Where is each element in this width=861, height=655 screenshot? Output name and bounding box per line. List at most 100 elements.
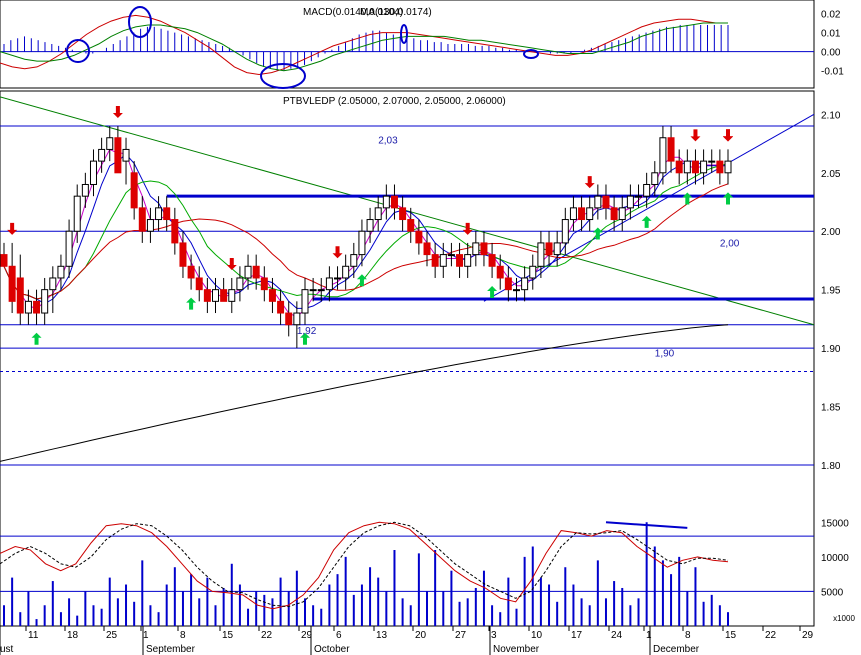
candle-body bbox=[73, 195, 81, 232]
candle-body bbox=[130, 172, 138, 209]
day-label: 13 bbox=[376, 630, 388, 641]
macd-series-line bbox=[0, 14, 728, 76]
stochastic-line bbox=[0, 521, 729, 608]
price-tick-label: 2.10 bbox=[821, 110, 841, 121]
candle-body bbox=[244, 265, 252, 279]
candle-body bbox=[464, 254, 472, 267]
candle-body bbox=[0, 254, 8, 267]
price-title: PTBVLEDP (2.05000, 2.07000, 2.05000, 2.0… bbox=[283, 96, 506, 107]
candle-body bbox=[325, 277, 333, 291]
candle-body bbox=[651, 172, 659, 185]
macd-title: MACD(0.0140,0.0104) bbox=[303, 7, 403, 18]
candle-body bbox=[81, 183, 89, 197]
candle-body bbox=[342, 265, 350, 279]
macd-layer: 0.02 0.01 0.00 -0.01 bbox=[0, 6, 844, 89]
candle-body bbox=[561, 219, 569, 244]
candle-body bbox=[155, 207, 163, 221]
day-label: 15 bbox=[725, 630, 737, 641]
candle-body bbox=[390, 195, 398, 209]
price-annotation: 1,92 bbox=[297, 326, 317, 337]
candle-body bbox=[317, 289, 325, 292]
day-label: 18 bbox=[67, 630, 79, 641]
day-label: 10 bbox=[531, 630, 543, 641]
candle-body bbox=[366, 219, 374, 232]
candle-body bbox=[635, 195, 643, 198]
candle-body bbox=[521, 277, 529, 291]
candle-body bbox=[374, 207, 382, 221]
month-label: October bbox=[314, 644, 350, 655]
volume-tick-label: 5000 bbox=[821, 587, 844, 598]
candle-body bbox=[171, 219, 179, 244]
price-annotation: 2,00 bbox=[720, 238, 740, 249]
downtrend-line bbox=[0, 96, 815, 326]
macd-title-overlay: MA(130,0.0174) bbox=[360, 7, 432, 18]
day-label: 22 bbox=[765, 630, 777, 641]
macd-tick-label: 0.02 bbox=[821, 10, 841, 21]
day-label: 17 bbox=[571, 630, 583, 641]
candle-body bbox=[114, 137, 122, 174]
month-label: December bbox=[653, 644, 700, 655]
candle-body bbox=[407, 219, 415, 232]
price-tick-label: 2.00 bbox=[821, 227, 841, 238]
month-label: November bbox=[493, 644, 540, 655]
buy-arrow bbox=[641, 215, 652, 228]
candle-body bbox=[358, 230, 366, 256]
candle-body bbox=[553, 242, 561, 256]
day-label: 29 bbox=[802, 630, 814, 641]
price-layer: 2.10 2.05 2.00 1.95 1.90 1.85 1.80 2,03 1,92 1,90… bbox=[0, 96, 841, 472]
buy-arrow bbox=[487, 285, 498, 298]
candle-body bbox=[504, 277, 512, 291]
candle-body bbox=[529, 265, 537, 279]
buy-arrow bbox=[682, 192, 693, 205]
candle-body bbox=[423, 242, 431, 256]
candle-body bbox=[545, 242, 553, 256]
candle-body bbox=[602, 195, 610, 209]
volume-tick-label: 10000 bbox=[821, 553, 849, 564]
candle-body bbox=[57, 265, 65, 279]
price-tick-label: 1.90 bbox=[821, 344, 841, 355]
candle-body bbox=[277, 300, 285, 314]
candle-body bbox=[89, 160, 97, 185]
sell-arrow bbox=[584, 176, 595, 189]
candle-body bbox=[309, 289, 317, 292]
candle-body bbox=[49, 277, 57, 291]
candle-body bbox=[667, 137, 675, 162]
candle-body bbox=[187, 265, 195, 279]
candle-body bbox=[138, 207, 146, 232]
day-label: 11 bbox=[28, 630, 39, 641]
month-label: September bbox=[146, 644, 196, 655]
candle-body bbox=[8, 265, 16, 302]
candle-body bbox=[618, 207, 626, 221]
stochastic-peak-line bbox=[605, 521, 688, 529]
volume-unit-label: x1000 bbox=[833, 614, 855, 623]
day-label: 29 bbox=[301, 630, 313, 641]
candle-body bbox=[683, 160, 691, 174]
candle-body bbox=[691, 160, 699, 174]
macd-series-line bbox=[0, 22, 728, 72]
candle-body bbox=[659, 137, 667, 174]
candle-body bbox=[488, 254, 496, 267]
day-label: 27 bbox=[455, 630, 467, 641]
buy-arrow bbox=[356, 274, 367, 287]
buy-arrow bbox=[592, 227, 603, 240]
candle-body bbox=[293, 312, 301, 326]
candle-body bbox=[195, 277, 203, 291]
candle-body bbox=[334, 277, 342, 280]
candle-body bbox=[700, 160, 708, 174]
volume-layer: 15000 10000 5000 bbox=[0, 518, 849, 626]
candle-body bbox=[260, 277, 268, 291]
candle-body bbox=[456, 254, 464, 267]
candle-body bbox=[480, 242, 488, 256]
day-label: 22 bbox=[261, 630, 273, 641]
candle-body bbox=[163, 207, 171, 221]
candle-body bbox=[586, 207, 594, 221]
crossover-circle bbox=[523, 49, 539, 59]
candle-body bbox=[301, 289, 309, 314]
volume-tick-label: 15000 bbox=[821, 518, 849, 529]
macd-tick-label: 0.00 bbox=[821, 48, 841, 59]
candle-body bbox=[439, 254, 447, 267]
candle-body bbox=[146, 219, 154, 232]
day-label: 15 bbox=[222, 630, 234, 641]
macd-tick-label: -0.01 bbox=[821, 67, 844, 78]
